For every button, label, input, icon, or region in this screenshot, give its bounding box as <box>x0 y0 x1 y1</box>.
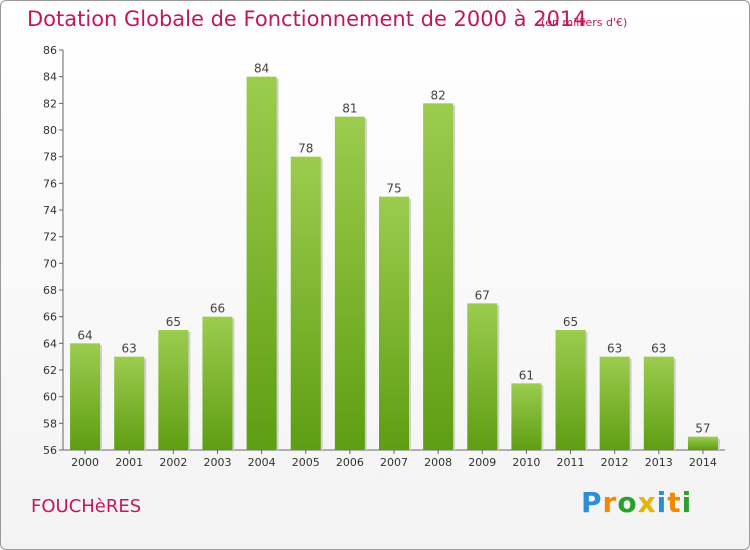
y-tick-label: 70 <box>43 257 57 270</box>
data-label-2009: 67 <box>475 288 490 302</box>
bar-2007 <box>379 196 409 450</box>
bar-2009 <box>467 303 498 450</box>
x-tick-label-2009: 2009 <box>468 456 496 469</box>
y-tick-label: 72 <box>43 231 57 244</box>
x-tick-label-2011: 2011 <box>557 456 585 469</box>
bar-2008 <box>423 103 454 450</box>
bar-2012 <box>599 356 630 450</box>
x-tick-label-2010: 2010 <box>512 456 540 469</box>
y-tick-label: 76 <box>43 177 57 190</box>
bar-2001 <box>114 356 145 450</box>
y-tick-label: 64 <box>43 337 57 350</box>
x-tick-label-2004: 2004 <box>248 456 276 469</box>
bar-2000 <box>70 343 101 450</box>
bar-2006 <box>334 116 365 451</box>
data-label-2013: 63 <box>651 342 666 356</box>
data-label-2003: 66 <box>210 302 225 316</box>
proxiti-logo[interactable]: Proxiti <box>581 486 693 519</box>
data-label-2006: 81 <box>342 102 357 116</box>
y-tick-label: 68 <box>43 284 57 297</box>
x-tick-label-2013: 2013 <box>645 456 673 469</box>
bar-2010 <box>511 383 542 450</box>
y-tick-label: 86 <box>43 44 57 57</box>
data-label-2005: 78 <box>298 142 313 156</box>
y-tick-label: 80 <box>43 124 57 137</box>
data-label-2001: 63 <box>122 342 137 356</box>
bar-2004 <box>246 76 277 451</box>
data-label-2008: 82 <box>430 88 445 102</box>
data-label-2007: 75 <box>386 182 401 196</box>
bar-2014 <box>687 436 718 450</box>
x-tick-label-2008: 2008 <box>424 456 452 469</box>
y-tick-label: 62 <box>43 364 57 377</box>
bar-2003 <box>202 316 233 450</box>
data-label-2011: 65 <box>563 315 578 329</box>
y-tick-label: 58 <box>43 417 57 430</box>
bar-2002 <box>158 330 189 450</box>
y-tick-label: 66 <box>43 311 57 324</box>
y-tick-label: 84 <box>43 71 57 84</box>
data-label-2004: 84 <box>254 62 269 76</box>
x-tick-label-2000: 2000 <box>71 456 99 469</box>
x-tick-label-2003: 2003 <box>203 456 231 469</box>
x-tick-label-2001: 2001 <box>115 456 143 469</box>
x-tick-label-2007: 2007 <box>380 456 408 469</box>
data-label-2014: 57 <box>695 422 710 436</box>
chart-subtitle: (en milliers d'€) <box>541 16 628 29</box>
y-tick-label: 74 <box>43 204 57 217</box>
y-tick-label: 78 <box>43 151 57 164</box>
bar-2011 <box>555 330 586 450</box>
data-label-2010: 61 <box>519 368 534 382</box>
x-tick-label-2006: 2006 <box>336 456 364 469</box>
y-tick-label: 82 <box>43 97 57 110</box>
x-tick-label-2014: 2014 <box>689 456 717 469</box>
data-label-2000: 64 <box>77 328 92 342</box>
y-tick-label: 60 <box>43 391 57 404</box>
data-label-2012: 63 <box>607 342 622 356</box>
commune-name: FOUCHèRES <box>31 496 142 517</box>
chart-title: Dotation Globale de Fonctionnement de 20… <box>27 7 587 31</box>
y-tick-label: 56 <box>43 444 57 457</box>
x-tick-label-2012: 2012 <box>601 456 629 469</box>
bar-2013 <box>643 356 674 450</box>
x-tick-label-2005: 2005 <box>292 456 320 469</box>
data-label-2002: 65 <box>166 315 181 329</box>
x-tick-label-2002: 2002 <box>159 456 187 469</box>
bar-2005 <box>290 156 321 450</box>
